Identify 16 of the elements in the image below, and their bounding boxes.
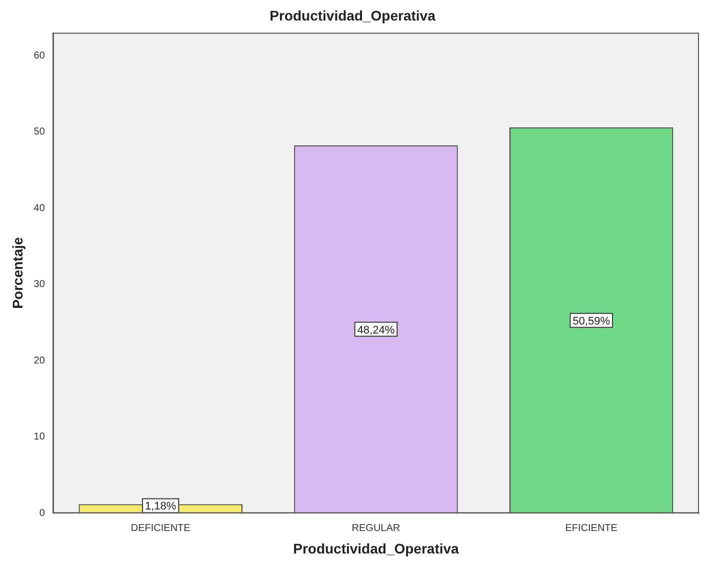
data-label: 48,24% <box>357 324 395 336</box>
x-tick-label: EFICIENTE <box>565 522 618 534</box>
x-axis-title: Productividad_Operativa <box>293 540 460 556</box>
y-tick-label: 0 <box>39 508 46 519</box>
y-tick-label: 20 <box>34 355 46 366</box>
y-tick-label: 50 <box>34 126 46 138</box>
y-tick-label: 30 <box>34 279 46 290</box>
y-tick-label: 60 <box>34 50 46 62</box>
data-label: 50,59% <box>572 315 610 328</box>
y-tick-label: 10 <box>34 432 46 443</box>
y-axis-title: Porcentaje <box>9 236 26 309</box>
x-tick-label: REGULAR <box>352 522 400 534</box>
x-tick-label: DEFICIENTE <box>130 522 191 534</box>
y-tick-label: 40 <box>34 202 46 214</box>
data-label: 1,18% <box>145 500 176 513</box>
chart-title: Productividad_Operativa <box>270 7 436 24</box>
